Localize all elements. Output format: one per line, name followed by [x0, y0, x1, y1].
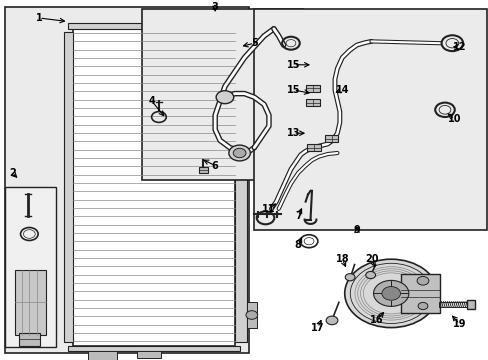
Bar: [254, 9, 486, 230]
Text: 4: 4: [148, 96, 155, 106]
Text: 15: 15: [286, 60, 300, 70]
Text: 3: 3: [211, 2, 218, 12]
Circle shape: [365, 271, 375, 279]
Bar: [306, 144, 320, 151]
Text: 5: 5: [250, 38, 257, 48]
Bar: [68, 23, 239, 29]
Bar: [63, 32, 73, 342]
Text: 20: 20: [364, 254, 378, 264]
Text: 16: 16: [369, 315, 383, 325]
Circle shape: [216, 91, 233, 104]
Text: 10: 10: [447, 114, 461, 124]
Bar: [246, 302, 256, 328]
Circle shape: [325, 316, 337, 325]
Bar: [5, 187, 56, 347]
Bar: [19, 333, 40, 346]
Bar: [198, 167, 207, 173]
Bar: [305, 99, 319, 106]
Text: 14: 14: [335, 85, 348, 95]
Text: 11: 11: [262, 204, 275, 214]
Bar: [15, 270, 46, 335]
Circle shape: [245, 311, 257, 319]
Text: 15: 15: [286, 85, 300, 95]
Bar: [73, 29, 234, 346]
Bar: [88, 351, 117, 360]
Text: 18: 18: [335, 254, 348, 264]
Bar: [234, 32, 246, 342]
Bar: [438, 302, 467, 307]
Circle shape: [233, 148, 245, 158]
Bar: [324, 135, 338, 142]
Text: 19: 19: [452, 319, 466, 329]
Bar: [68, 346, 239, 351]
Text: 6: 6: [211, 161, 218, 171]
Bar: [142, 9, 303, 180]
Bar: [137, 351, 161, 358]
Circle shape: [416, 276, 428, 285]
Circle shape: [228, 145, 250, 161]
Text: 12: 12: [452, 42, 466, 52]
Bar: [305, 85, 319, 92]
Bar: [400, 274, 439, 313]
Circle shape: [373, 280, 408, 306]
Bar: [466, 300, 474, 309]
Text: 17: 17: [310, 323, 324, 333]
Circle shape: [345, 274, 354, 281]
Text: 2: 2: [9, 168, 16, 178]
Text: 7: 7: [294, 211, 301, 221]
Circle shape: [381, 287, 400, 300]
Circle shape: [417, 302, 427, 310]
Text: 13: 13: [286, 128, 300, 138]
Text: 9: 9: [353, 225, 360, 235]
Text: 8: 8: [294, 240, 301, 250]
Circle shape: [344, 259, 437, 328]
Text: 1: 1: [36, 13, 42, 23]
Bar: [5, 7, 249, 353]
